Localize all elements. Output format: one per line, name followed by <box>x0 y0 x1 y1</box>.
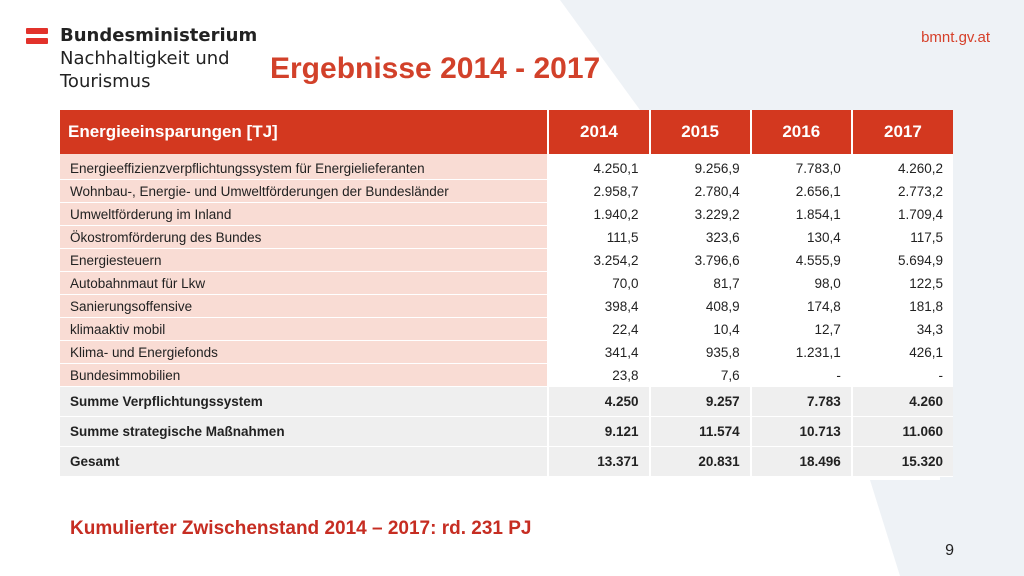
row-label: klimaaktiv mobil <box>60 317 550 341</box>
table-header-label: Energieeinsparungen [TJ] <box>60 110 550 154</box>
cell-value: 7,6 <box>649 363 752 387</box>
cell-value: 7.783,0 <box>750 154 853 180</box>
cell-value: 10.713 <box>750 416 853 447</box>
cell-value: 935,8 <box>649 340 752 364</box>
cell-value: 18.496 <box>750 446 853 477</box>
cell-value: - <box>750 363 853 387</box>
table-header-row: Energieeinsparungen [TJ] 2014 2015 2016 … <box>60 110 953 154</box>
table-row: Sanierungsoffensive 398,4 408,9 174,8 181,8 <box>60 294 953 318</box>
cell-value: 2.780,4 <box>649 179 752 203</box>
cell-value: 23,8 <box>548 363 651 387</box>
cell-value: 4.250,1 <box>548 154 651 180</box>
table-row: Klima- und Energiefonds 341,4 935,8 1.231,1… <box>60 340 953 364</box>
row-label: Ökostromförderung des Bundes <box>60 225 550 249</box>
summary-row: Summe Verpflichtungssystem 4.250 9.257 7.78… <box>60 386 953 417</box>
row-label: Summe strategische Maßnahmen <box>60 416 550 447</box>
table-row: Autobahnmaut für Lkw 70,0 81,7 98,0 122,5 <box>60 271 953 295</box>
table-row: Energiesteuern 3.254,2 3.796,6 4.555,9 5.694… <box>60 248 953 272</box>
cell-value: 181,8 <box>851 294 953 318</box>
cell-value: 81,7 <box>649 271 752 295</box>
cell-value: 1.940,2 <box>548 202 651 226</box>
table-row: Ökostromförderung des Bundes 111,5 323,6 13… <box>60 225 953 249</box>
cell-value: 426,1 <box>851 340 953 364</box>
cell-value: 117,5 <box>851 225 953 249</box>
page-number: 9 <box>945 542 954 559</box>
row-label: Gesamt <box>60 446 550 477</box>
cell-value: 1.854,1 <box>750 202 853 226</box>
row-label: Summe Verpflichtungssystem <box>60 386 550 417</box>
cell-value: 3.229,2 <box>649 202 752 226</box>
ministry-name-line1: Bundesministerium <box>60 25 258 46</box>
energy-savings-table: Energieeinsparungen [TJ] 2014 2015 2016 … <box>60 110 953 477</box>
cell-value: 11.060 <box>851 416 953 447</box>
cell-value: 2.656,1 <box>750 179 853 203</box>
cell-value: 3.796,6 <box>649 248 752 272</box>
row-label: Bundesimmobilien <box>60 363 550 387</box>
cell-value: - <box>851 363 953 387</box>
year-header: 2015 <box>649 110 752 154</box>
cell-value: 9.121 <box>548 416 651 447</box>
ministry-name: Bundesministerium Nachhaltigkeit und Tou… <box>60 24 257 93</box>
cell-value: 4.260 <box>851 386 953 417</box>
cell-value: 174,8 <box>750 294 853 318</box>
cell-value: 10,4 <box>649 317 752 341</box>
cell-value: 15.320 <box>851 446 953 477</box>
row-label: Klima- und Energiefonds <box>60 340 550 364</box>
ministry-name-line2: Nachhaltigkeit und <box>60 48 230 69</box>
cell-value: 2.773,2 <box>851 179 953 203</box>
cell-value: 4.250 <box>548 386 651 417</box>
cell-value: 2.958,7 <box>548 179 651 203</box>
cell-value: 7.783 <box>750 386 853 417</box>
cell-value: 111,5 <box>548 225 651 249</box>
table-row: Energieeffizienzverpflichtungssystem für… <box>60 154 953 180</box>
row-label: Umweltförderung im Inland <box>60 202 550 226</box>
cell-value: 13.371 <box>548 446 651 477</box>
year-header: 2014 <box>548 110 651 154</box>
cell-value: 11.574 <box>649 416 752 447</box>
cell-value: 4.555,9 <box>750 248 853 272</box>
austria-flag-icon <box>26 28 48 48</box>
cell-value: 9.257 <box>649 386 752 417</box>
cell-value: 98,0 <box>750 271 853 295</box>
website-link[interactable]: bmnt.gv.at <box>921 29 990 46</box>
summary-row: Gesamt 13.371 20.831 18.496 15.320 <box>60 446 953 477</box>
cell-value: 12,7 <box>750 317 853 341</box>
ministry-name-line3: Tourismus <box>60 71 151 92</box>
page-title: Ergebnisse 2014 - 2017 <box>270 52 601 85</box>
table-row: Bundesimmobilien 23,8 7,6- - <box>60 363 953 387</box>
table-row: klimaaktiv mobil 22,4 10,4 12,7 34,3 <box>60 317 953 341</box>
cell-value: 34,3 <box>851 317 953 341</box>
cell-value: 1.231,1 <box>750 340 853 364</box>
row-label: Wohnbau-, Energie- und Umweltförderungen… <box>60 179 550 203</box>
cell-value: 3.254,2 <box>548 248 651 272</box>
cell-value: 398,4 <box>548 294 651 318</box>
summary-row: Summe strategische Maßnahmen 9.121 11.574 1… <box>60 416 953 447</box>
table-row: Umweltförderung im Inland 1.940,2 3.229,2 1… <box>60 202 953 226</box>
table-row: Wohnbau-, Energie- und Umweltförderungen… <box>60 179 953 203</box>
table-body: Energieeffizienzverpflichtungssystem für… <box>60 154 953 477</box>
row-label: Sanierungsoffensive <box>60 294 550 318</box>
cell-value: 408,9 <box>649 294 752 318</box>
cell-value: 4.260,2 <box>851 154 953 180</box>
cell-value: 341,4 <box>548 340 651 364</box>
row-label: Energieeffizienzverpflichtungssystem für… <box>60 154 550 180</box>
cell-value: 323,6 <box>649 225 752 249</box>
cell-value: 130,4 <box>750 225 853 249</box>
year-header: 2016 <box>750 110 853 154</box>
cell-value: 70,0 <box>548 271 651 295</box>
cumulative-summary: Kumulierter Zwischenstand 2014 – 2017: r… <box>70 518 532 539</box>
row-label: Autobahnmaut für Lkw <box>60 271 550 295</box>
row-label: Energiesteuern <box>60 248 550 272</box>
cell-value: 122,5 <box>851 271 953 295</box>
cell-value: 22,4 <box>548 317 651 341</box>
cell-value: 9.256,9 <box>649 154 752 180</box>
cell-value: 20.831 <box>649 446 752 477</box>
cell-value: 5.694,9 <box>851 248 953 272</box>
cell-value: 1.709,4 <box>851 202 953 226</box>
year-header: 2017 <box>851 110 953 154</box>
